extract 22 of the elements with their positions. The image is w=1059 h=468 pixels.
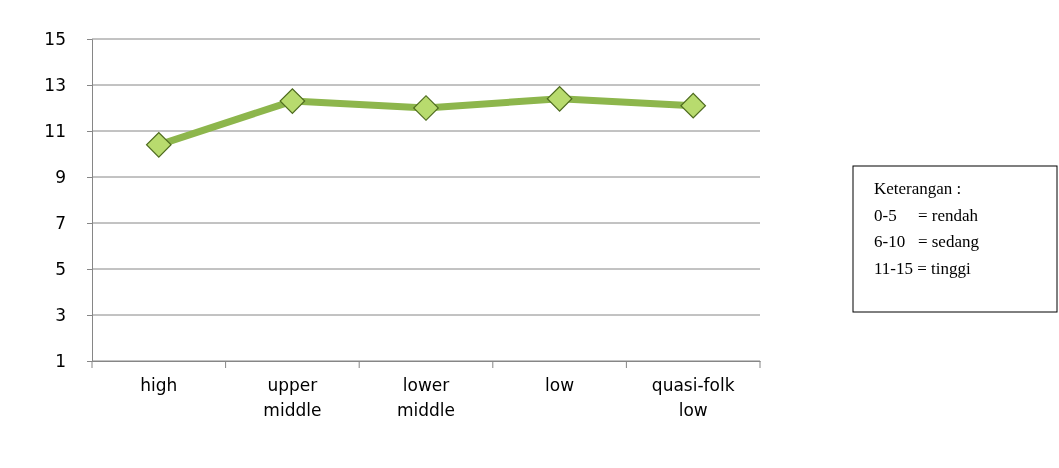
- text: 0-5 = rendah: [874, 205, 979, 225]
- point: [546, 85, 573, 112]
- x-tick-label: upper middle: [263, 375, 322, 420]
- x-tick-label: high: [140, 375, 178, 395]
- y-tick-label: 3: [55, 304, 66, 325]
- y-tick-label: 9: [55, 166, 66, 187]
- x-tick-label: quasi-folk low: [651, 375, 735, 420]
- x-tick-label: lower middle: [396, 375, 456, 420]
- point: [279, 88, 306, 114]
- point: [680, 92, 707, 119]
- text: 11-15 = tinggi: [874, 258, 972, 278]
- y-tick-label: 7: [55, 212, 66, 233]
- y-tick-label: 11: [44, 120, 66, 141]
- y-tick-label: 15: [44, 28, 66, 49]
- text: Keterangan :: [874, 179, 962, 198]
- y-tick-label: 13: [44, 74, 66, 95]
- point: [145, 131, 172, 158]
- text: 6-10 = sedang: [874, 232, 980, 251]
- x-tick-label: low: [545, 375, 575, 395]
- y-tick-label: 1: [55, 350, 66, 371]
- point: [413, 95, 439, 121]
- y-tick-label: 5: [55, 258, 66, 279]
